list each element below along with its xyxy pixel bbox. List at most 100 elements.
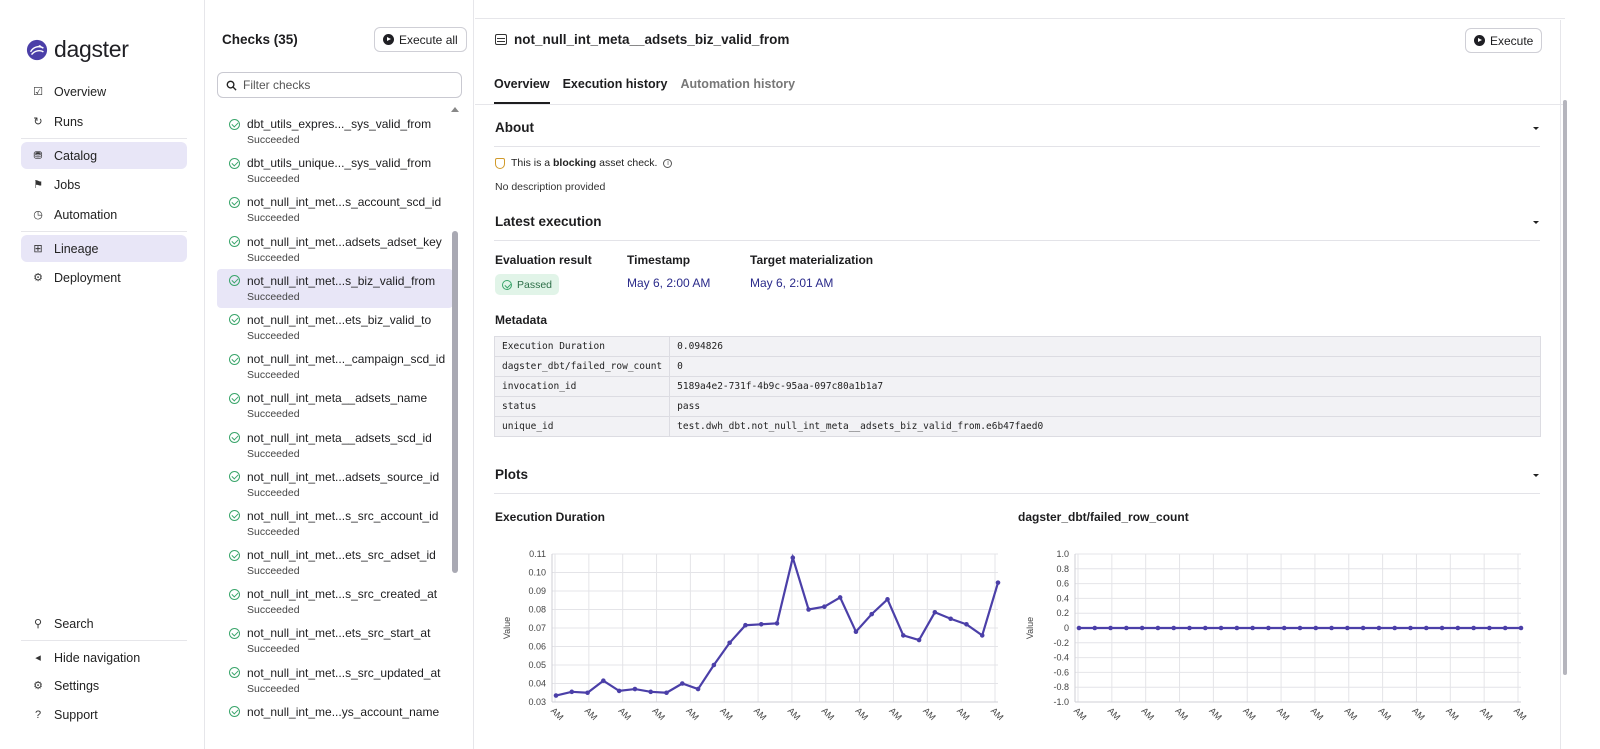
- timestamp-link[interactable]: May 6, 2:00 AM: [627, 276, 711, 290]
- table-icon: [495, 34, 507, 45]
- check-list-item[interactable]: dbt_utils_unique..._sys_valid_from Succee…: [217, 151, 453, 190]
- data-point: [1471, 625, 1476, 631]
- y-tick-label: 0.4: [1056, 593, 1069, 603]
- info-icon[interactable]: i: [663, 158, 673, 168]
- check-list-item[interactable]: not_null_int_met...adsets_source_id Succe…: [217, 465, 453, 504]
- check-list-item[interactable]: not_null_int_meta__adsets_name Succeeded: [217, 386, 453, 425]
- nav-item-search[interactable]: ⚲ Search: [21, 610, 187, 637]
- data-point: [695, 686, 701, 692]
- tab-execution-history[interactable]: Execution history: [562, 77, 668, 91]
- check-list-item[interactable]: not_null_int_met...ets_src_start_at Succe…: [217, 621, 453, 660]
- check-detail-panel: not_null_int_meta__adsets_biz_valid_from…: [475, 0, 1600, 749]
- filter-checks-input[interactable]: [243, 78, 443, 92]
- check-name: not_null_int_me...ys_account_name: [229, 704, 453, 720]
- nav-item-deployment[interactable]: ⚙ Deployment: [21, 264, 187, 291]
- chevron-down-icon[interactable]: [1533, 127, 1539, 130]
- check-list-item[interactable]: not_null_int_met...s_biz_valid_from Succe…: [217, 268, 453, 308]
- data-point: [743, 622, 748, 628]
- check-circle-icon: [229, 510, 240, 522]
- main-scrollbar[interactable]: [1563, 100, 1567, 675]
- check-list-item[interactable]: not_null_int_met...adsets_adset_key Succe…: [217, 230, 453, 269]
- check-status: Succeeded: [247, 604, 300, 617]
- nav-item-automation[interactable]: ◷ Automation: [21, 201, 187, 228]
- check-name-text: dbt_utils_unique..._sys_valid_from: [247, 156, 432, 171]
- y-tick-label: 0.11: [529, 549, 546, 559]
- check-list-item[interactable]: not_null_int_met...ets_biz_valid_to Succe…: [217, 308, 453, 347]
- about-section-title[interactable]: About: [495, 120, 534, 135]
- check-list-item[interactable]: not_null_int_met...s_src_updated_at Succe…: [217, 661, 453, 700]
- data-point: [995, 580, 1001, 585]
- filter-checks-field[interactable]: [217, 72, 462, 98]
- data-point: [1187, 625, 1192, 631]
- check-status: Succeeded: [247, 173, 300, 186]
- check-list-item[interactable]: not_null_int_met..._campaign_scd_id Succe…: [217, 347, 453, 386]
- chevron-down-icon[interactable]: [1533, 221, 1539, 224]
- check-name-text: not_null_int_met...ets_biz_valid_to: [247, 312, 432, 327]
- x-tick-label: AM: [1512, 706, 1529, 723]
- passed-text: Passed: [517, 278, 553, 291]
- data-point: [1171, 625, 1177, 631]
- check-circle-icon: [229, 353, 240, 365]
- x-tick-label: AM: [989, 706, 1006, 723]
- data-point: [948, 616, 953, 622]
- tab-overview[interactable]: Overview: [494, 70, 550, 104]
- data-point: [1408, 625, 1413, 631]
- check-list-item[interactable]: not_null_int_me...ys_account_name: [217, 700, 453, 739]
- tab-automation-history[interactable]: Automation history: [680, 77, 796, 91]
- nav-item-catalog[interactable]: ⛃ Catalog: [21, 142, 187, 169]
- x-tick-label: AM: [684, 706, 701, 723]
- checks-scrollbar-thumb[interactable]: [452, 231, 458, 573]
- execute-all-button[interactable]: Execute all: [374, 27, 467, 52]
- overview-icon: ☑: [33, 86, 43, 98]
- data-point: [679, 681, 685, 686]
- check-list-item[interactable]: not_null_int_meta__adsets_scd_id Succeede…: [217, 426, 453, 465]
- checks-panel: Checks (35) Execute all dbt_utils_expres…: [205, 0, 474, 749]
- data-point: [601, 678, 606, 684]
- x-tick-label: AM: [1275, 706, 1292, 723]
- check-name-text: dbt_utils_expres..._sys_valid_from: [247, 117, 432, 131]
- nav-item-label: Deployment: [54, 270, 121, 285]
- nav-item-overview[interactable]: ☑ Overview: [21, 78, 187, 105]
- latest-execution-title[interactable]: Latest execution: [495, 214, 602, 229]
- check-list-item[interactable]: dbt_utils_expres..._sys_valid_from Succee…: [217, 112, 453, 151]
- check-status: Succeeded: [247, 329, 300, 342]
- check-name-text: not_null_int_met..._campaign_scd_id: [247, 352, 446, 367]
- nav-item-lineage[interactable]: ⊞ Lineage: [21, 235, 187, 262]
- check-list-item[interactable]: not_null_int_met...s_account_scd_id Succe…: [217, 190, 453, 229]
- check-circle-icon: [229, 667, 240, 679]
- y-tick-label: 0.05: [528, 660, 546, 670]
- nav-item-support[interactable]: ? Support: [21, 701, 187, 728]
- failed-row-count-chart: -1.0 -0.8 -0.6 -0.4 -0.2 0 0.2 0.4 0.6 0.8 1.0 AM AM…: [1025, 549, 1529, 723]
- execute-label: Execute: [1490, 33, 1534, 48]
- execute-button[interactable]: Execute: [1465, 28, 1543, 53]
- data-point: [727, 640, 732, 646]
- y-tick-label: 1.0: [1056, 549, 1069, 559]
- nav-item-label: Search: [54, 616, 94, 631]
- x-tick-label: AM: [1444, 706, 1461, 723]
- nav-item-hide-navigation[interactable]: ◂ Hide navigation: [21, 644, 187, 671]
- nav-divider: [21, 138, 187, 139]
- data-point: [1250, 625, 1255, 631]
- check-status: Succeeded: [247, 408, 300, 421]
- timestamp-label: Timestamp: [627, 253, 691, 267]
- check-status: Succeeded: [247, 486, 300, 499]
- chevron-down-icon[interactable]: [1533, 474, 1539, 477]
- target-materialization-link[interactable]: May 6, 2:01 AM: [750, 276, 834, 290]
- scroll-up-arrow-icon[interactable]: [451, 107, 459, 112]
- check-name-text: not_null_int_met...adsets_source_id: [247, 469, 440, 484]
- nav-item-runs[interactable]: ↻ Runs: [21, 108, 187, 135]
- y-tick-label: -0.8: [1053, 682, 1069, 692]
- x-tick-label: AM: [1106, 706, 1123, 723]
- data-point: [853, 629, 859, 634]
- check-list-item[interactable]: not_null_int_met...s_src_created_at Succe…: [217, 582, 453, 621]
- check-list-item[interactable]: not_null_int_met...s_src_account_id Succe…: [217, 504, 453, 543]
- dagster-logo[interactable]: dagster: [26, 36, 129, 63]
- x-tick-label: AM: [921, 706, 938, 723]
- check-circle-icon: [229, 118, 240, 130]
- check-list-item[interactable]: not_null_int_met...ets_src_adset_id Succe…: [217, 543, 453, 582]
- data-point: [1139, 625, 1145, 631]
- nav-item-label: Catalog: [54, 148, 98, 163]
- nav-item-jobs[interactable]: ⚑ Jobs: [21, 171, 187, 198]
- plots-section-title[interactable]: Plots: [495, 467, 529, 482]
- nav-item-settings[interactable]: ⚙ Settings: [21, 672, 187, 699]
